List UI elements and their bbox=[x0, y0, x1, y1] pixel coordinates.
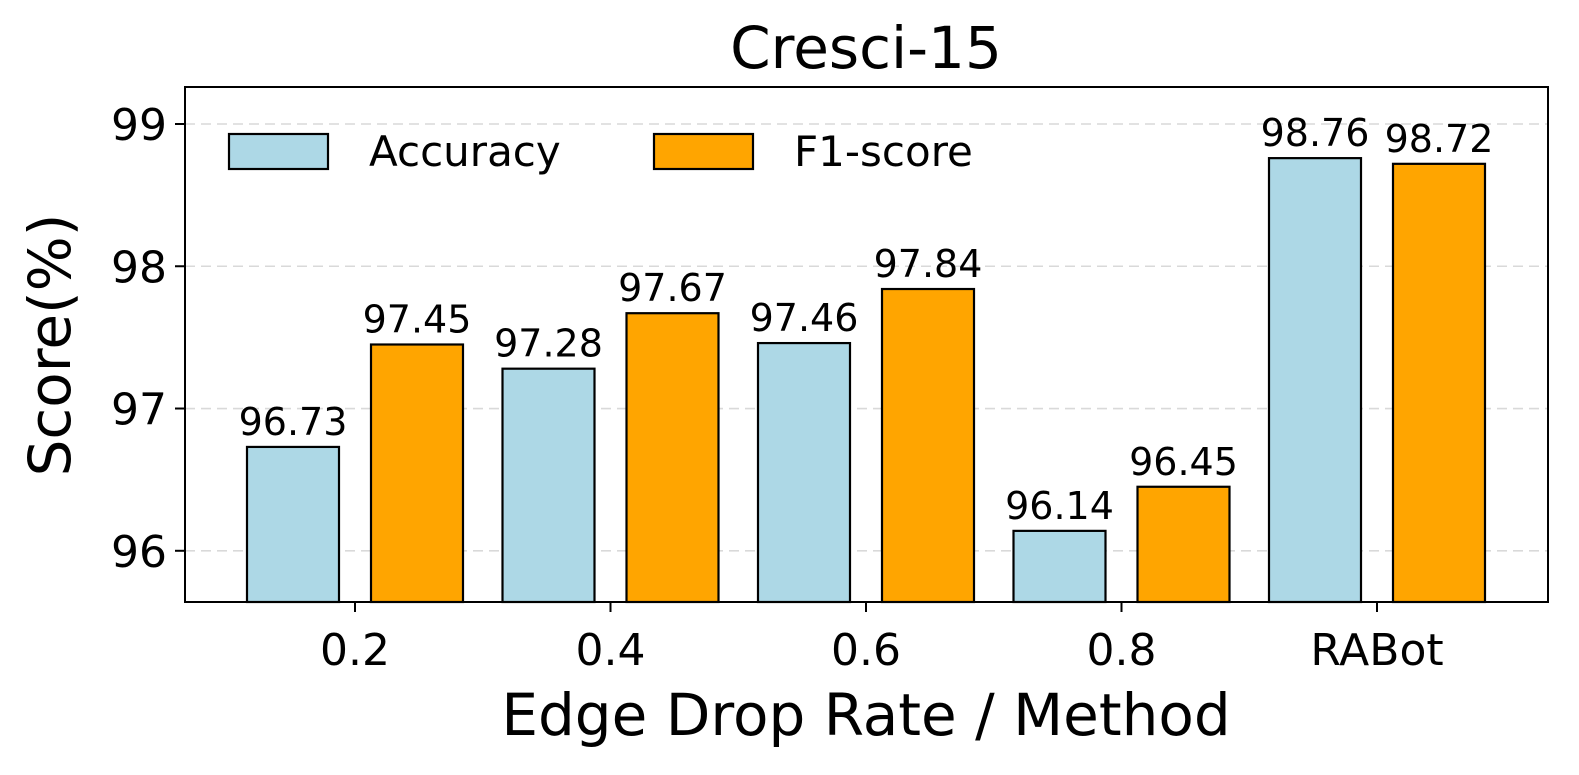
data-label: 97.84 bbox=[874, 242, 983, 286]
data-label: 96.45 bbox=[1129, 440, 1238, 484]
x-tick-label: 0.8 bbox=[1087, 625, 1157, 676]
x-tick-label: 0.2 bbox=[320, 625, 390, 676]
legend: Accuracy F1-score bbox=[227, 127, 973, 176]
data-labels-layer: 96.73 97.45 97.28 97.67 97.46 97.84 96.14 96.45… bbox=[239, 111, 1494, 528]
chart-title: Cresci-15 bbox=[730, 14, 1002, 82]
bar-accuracy-3 bbox=[1012, 529, 1107, 604]
bar-f1-score-4 bbox=[1391, 162, 1487, 604]
data-label: 96.14 bbox=[1005, 484, 1114, 528]
y-tick-label: 98 bbox=[111, 242, 167, 293]
y-tick-label: 99 bbox=[111, 100, 167, 151]
legend-swatch bbox=[227, 132, 330, 171]
bar-f1-score-0 bbox=[369, 343, 465, 604]
x-tick-label: 0.6 bbox=[831, 625, 901, 676]
x-axis-label: Edge Drop Rate / Method bbox=[501, 681, 1230, 749]
data-label: 98.76 bbox=[1261, 111, 1370, 155]
legend-label: Accuracy bbox=[369, 127, 561, 176]
data-label: 97.67 bbox=[618, 266, 727, 310]
x-tick-label: RABot bbox=[1310, 625, 1443, 676]
y-tick-label: 96 bbox=[111, 527, 167, 578]
bars-layer bbox=[245, 157, 1487, 604]
legend-swatch bbox=[652, 132, 755, 171]
legend-label: F1-score bbox=[794, 127, 973, 176]
bar-accuracy-4 bbox=[1267, 157, 1363, 604]
bar-accuracy-0 bbox=[245, 445, 341, 604]
data-label: 97.46 bbox=[750, 296, 859, 340]
data-label: 97.45 bbox=[363, 298, 472, 342]
bar-f1-score-3 bbox=[1136, 485, 1231, 604]
ticks-layer: 96 97 98 99 0.2 0.4 0.6 0.8 RABot bbox=[111, 100, 1444, 676]
bar-f1-score-2 bbox=[880, 287, 976, 604]
bar-f1-score-1 bbox=[625, 312, 720, 604]
bar-accuracy-1 bbox=[501, 367, 596, 604]
x-tick-label: 0.4 bbox=[576, 625, 646, 676]
y-axis-label: Score(%) bbox=[16, 214, 84, 477]
data-label: 96.73 bbox=[239, 400, 348, 444]
bar-accuracy-2 bbox=[756, 341, 852, 604]
data-label: 97.28 bbox=[494, 322, 603, 366]
data-label: 98.72 bbox=[1385, 117, 1494, 161]
y-tick-label: 97 bbox=[111, 385, 167, 436]
